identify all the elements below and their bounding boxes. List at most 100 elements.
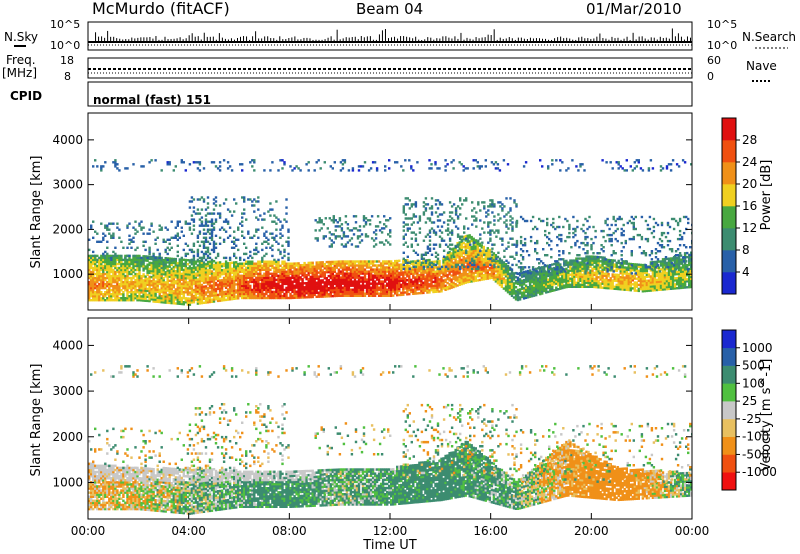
power-cell	[629, 270, 632, 274]
power-cell	[122, 268, 125, 272]
power-cell	[347, 294, 351, 297]
power-cell	[333, 286, 336, 290]
power-cell	[263, 294, 266, 298]
power-cell	[390, 260, 393, 263]
power-cell	[271, 280, 274, 284]
power-cell	[180, 268, 183, 271]
power-cell	[184, 281, 187, 284]
power-cell	[102, 254, 105, 258]
power-cell	[587, 263, 590, 266]
power-cell	[496, 259, 500, 263]
power-cell	[126, 260, 129, 264]
power-cell	[456, 268, 459, 271]
power-cell	[571, 273, 574, 276]
power-cell	[647, 279, 651, 282]
power-cell	[526, 296, 530, 299]
power-cell	[315, 275, 318, 278]
power-cell	[307, 271, 310, 275]
power-cell	[476, 250, 479, 254]
power-cell	[446, 285, 449, 289]
power-cell	[357, 282, 361, 285]
power-cell	[406, 279, 409, 282]
power-cell	[432, 276, 435, 280]
power-cell	[645, 289, 649, 293]
power-cell	[204, 281, 208, 284]
power-cell	[458, 271, 461, 274]
power-cell	[424, 277, 427, 280]
power-cell	[510, 272, 514, 275]
power-cell	[474, 257, 477, 260]
power-cell	[365, 260, 369, 263]
power-cell	[249, 266, 252, 269]
power-cell	[108, 256, 111, 260]
power-cell	[575, 273, 578, 276]
power-cell	[339, 270, 343, 273]
power-cell	[653, 289, 657, 292]
power-cell	[309, 267, 312, 271]
power-cell	[142, 291, 145, 294]
power-cell	[498, 277, 502, 281]
power-cell	[361, 280, 365, 283]
power-cell	[679, 280, 683, 283]
power-cell	[418, 273, 421, 277]
power-cell	[235, 275, 238, 278]
nsky-tick-bottom: 10^0	[50, 39, 80, 52]
power-cell	[289, 288, 292, 292]
power-cell	[577, 265, 580, 268]
power-cell	[106, 268, 109, 272]
power-cell	[222, 278, 226, 282]
power-cell	[321, 263, 324, 266]
power-cell	[311, 277, 314, 281]
power-cell	[164, 301, 167, 304]
power-cell	[263, 280, 266, 284]
power-cell	[577, 273, 580, 276]
power-cell	[524, 280, 528, 283]
power-cell	[295, 268, 298, 271]
power-cell	[371, 262, 375, 265]
power-cell	[186, 273, 190, 276]
power-cell	[522, 297, 526, 300]
power-cell	[392, 278, 395, 281]
power-cell	[210, 280, 214, 283]
power-cell	[210, 276, 214, 279]
power-cell	[466, 274, 469, 278]
power-cell	[130, 266, 133, 270]
power-cell	[394, 274, 397, 277]
power-cell	[486, 249, 489, 252]
power-cell	[424, 287, 427, 290]
power-cell	[488, 250, 492, 254]
power-cell	[388, 286, 391, 289]
power-cell	[635, 263, 638, 266]
power-cell	[202, 265, 206, 268]
power-cell	[537, 283, 540, 286]
power-cell	[671, 279, 675, 282]
power-cell	[601, 258, 604, 261]
power-cell	[367, 292, 371, 295]
power-cell	[245, 290, 248, 294]
power-cell	[343, 284, 347, 287]
power-cell	[345, 268, 349, 271]
power-cell	[627, 266, 630, 270]
power-cell	[202, 273, 206, 276]
power-cell	[144, 293, 147, 296]
power-cell	[162, 283, 165, 286]
power-cell	[402, 265, 405, 268]
power-cell	[216, 269, 220, 272]
power-cell	[108, 280, 111, 284]
power-cell	[329, 270, 332, 274]
power-cell	[484, 269, 487, 273]
power-cell	[110, 289, 113, 292]
power-cell	[371, 290, 375, 293]
power-cell	[178, 274, 181, 277]
power-cell	[188, 301, 192, 304]
power-cell	[315, 263, 318, 266]
power-cell	[522, 293, 526, 296]
power-cell	[478, 256, 481, 259]
power-cell	[150, 261, 153, 265]
power-cell	[92, 268, 95, 272]
power-cell	[679, 276, 683, 279]
power-cell	[631, 267, 634, 270]
cpid-label: CPID	[10, 89, 42, 103]
power-cell	[510, 270, 514, 273]
